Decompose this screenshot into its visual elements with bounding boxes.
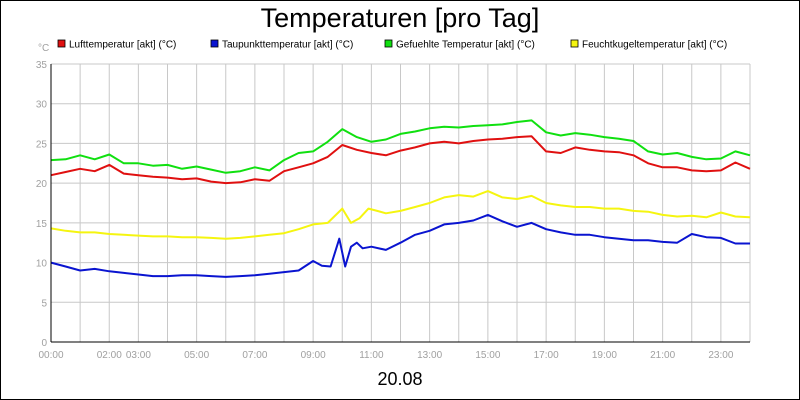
x-tick-label: 21:00 xyxy=(650,350,675,361)
axes xyxy=(50,64,750,343)
series-line-2 xyxy=(50,213,750,278)
y-tick-label: 0 xyxy=(41,338,47,349)
x-tick-label: 23:00 xyxy=(708,350,733,361)
chart-title: Temperaturen [pro Tag] xyxy=(261,3,540,33)
x-tick-label: 00:00 xyxy=(38,350,63,361)
x-tick-label: 17:00 xyxy=(534,350,559,361)
legend-swatch xyxy=(210,39,219,48)
x-tick-label: 05:00 xyxy=(184,350,209,361)
series-line-1 xyxy=(50,135,751,185)
legend-item-2: Taupunkttemperatur [akt] (°C) xyxy=(210,39,353,51)
x-tick-label: 09:00 xyxy=(301,350,326,361)
legend-swatch xyxy=(57,39,66,48)
y-tick-label: 30 xyxy=(36,100,48,111)
legend-swatch xyxy=(570,39,579,48)
x-tick-label: 19:00 xyxy=(592,350,617,361)
y-tick-label: 20 xyxy=(36,179,48,190)
y-tick-label: 35 xyxy=(36,60,48,71)
legend-label: Gefuehlte Temperatur [akt] (°C) xyxy=(396,40,535,51)
y-tick-label: 10 xyxy=(36,259,48,270)
series-layer xyxy=(50,119,751,278)
x-tick-label: 03:00 xyxy=(126,350,151,361)
y-axis-unit: °C xyxy=(38,43,49,54)
series-line-3 xyxy=(50,119,751,174)
tick-labels: 0 5 10 15 20 25 30 35 00:00 02:00 03:00 05:00 07:00 0… xyxy=(36,60,734,361)
legend-item-3: Gefuehlte Temperatur [akt] (°C) xyxy=(384,39,535,51)
x-axis-date-label: 20.08 xyxy=(377,369,422,389)
legend-label: Feuchtkugeltemperatur [akt] (°C) xyxy=(582,40,727,51)
x-tick-label: 13:00 xyxy=(417,350,442,361)
legend: Lufttemperatur [akt] (°C) Taupunkttempera… xyxy=(57,39,727,51)
x-tick-label: 02:00 xyxy=(97,350,122,361)
x-tick-label: 11:00 xyxy=(359,350,384,361)
x-tick-label: 15:00 xyxy=(475,350,500,361)
legend-label: Lufttemperatur [akt] (°C) xyxy=(69,40,176,51)
legend-label: Taupunkttemperatur [akt] (°C) xyxy=(222,40,353,51)
x-tick-label: 07:00 xyxy=(242,350,267,361)
y-tick-label: 25 xyxy=(36,139,48,150)
legend-item-4: Feuchtkugeltemperatur [akt] (°C) xyxy=(570,39,727,51)
y-tick-label: 5 xyxy=(41,298,47,309)
y-tick-label: 15 xyxy=(36,219,48,230)
legend-swatch xyxy=(384,39,393,48)
legend-item-1: Lufttemperatur [akt] (°C) xyxy=(57,39,176,51)
series-line-4 xyxy=(50,190,751,240)
grid xyxy=(51,63,751,342)
